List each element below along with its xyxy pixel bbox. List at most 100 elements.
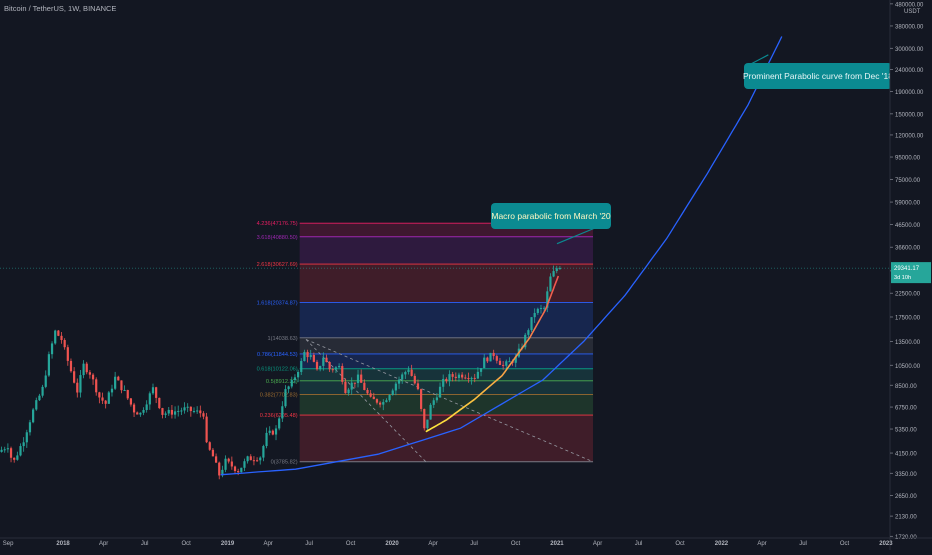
candle-body <box>438 386 442 398</box>
candle-body <box>530 317 533 331</box>
fib-level-label: 1.618(20374.87) <box>257 301 298 307</box>
fib-zone <box>299 394 594 416</box>
fib-level-label: 0.382(7702.83) <box>260 393 298 399</box>
callout-dec18-pointer <box>746 54 769 67</box>
x-tick-label: Jul <box>305 541 313 547</box>
candle-body <box>483 357 486 369</box>
y-tick-label: 3350.00 <box>895 472 917 478</box>
y-tick-label: 75000.00 <box>895 178 921 184</box>
candle-body <box>413 375 416 384</box>
candle-body <box>495 356 498 361</box>
x-tick-label: 2018 <box>56 541 70 547</box>
candle-body <box>54 330 57 344</box>
x-tick-label: 2021 <box>550 541 564 547</box>
x-tick-label: Apr <box>593 541 602 547</box>
candle-body <box>505 361 508 366</box>
candle-body <box>114 376 117 389</box>
y-tick-label: 22500.00 <box>895 292 921 298</box>
candle-body <box>148 393 151 405</box>
y-axis-unit: USDT <box>904 9 921 15</box>
candle-body <box>19 446 22 456</box>
candle-body <box>274 428 278 435</box>
current-price-label: 29341.17 <box>894 266 920 272</box>
candle-body <box>360 374 363 383</box>
candle-body <box>369 393 372 397</box>
fib-level-label: 2.618(30627.69) <box>257 262 298 268</box>
candle-body <box>281 406 284 419</box>
fib-zone <box>299 337 594 354</box>
candle-body <box>123 390 126 392</box>
candle-body <box>145 404 148 410</box>
candle-body <box>533 312 536 318</box>
candle-body <box>76 382 79 393</box>
candle-body <box>221 469 224 476</box>
candle-body <box>325 357 328 363</box>
y-tick-label: 8500.00 <box>895 384 917 390</box>
candle-body <box>476 371 480 379</box>
x-tick-label: Jul <box>635 541 643 547</box>
bar-countdown: 3d 10h <box>894 275 911 281</box>
fib-level-label: 0(3785.82) <box>271 460 298 466</box>
y-tick-label: 480000.00 <box>895 2 924 8</box>
candle-body <box>312 355 315 362</box>
candle-body <box>268 430 271 433</box>
candle-body <box>95 379 98 393</box>
candle-body <box>186 406 189 408</box>
candle-body <box>271 430 274 435</box>
candle-body <box>227 458 230 462</box>
candle-body <box>117 376 120 381</box>
candle-body <box>287 386 290 390</box>
x-tick-label: Jul <box>141 541 149 547</box>
candle-body <box>341 366 344 382</box>
x-tick-label: 2023 <box>879 541 893 547</box>
candle-body <box>151 387 155 394</box>
fib-zone <box>299 236 594 265</box>
candle-body <box>208 442 211 450</box>
candle-body <box>429 404 432 420</box>
candle-body <box>158 397 161 409</box>
candle-body <box>514 356 517 363</box>
callout-dec18-bubble <box>744 63 892 89</box>
x-tick-label: Apr <box>757 541 766 547</box>
candle-body <box>337 366 341 368</box>
candle-body <box>379 402 382 405</box>
candle-body <box>44 375 47 387</box>
y-tick-label: 59000.00 <box>895 201 921 207</box>
candle-body <box>344 381 347 394</box>
candle-body <box>28 422 32 433</box>
candle-body <box>492 352 495 357</box>
current-price-badge <box>891 262 931 284</box>
candle-body <box>155 387 158 398</box>
candle-body <box>451 374 454 377</box>
candle-body <box>110 388 114 393</box>
candle-body <box>233 466 237 472</box>
candle-body <box>375 399 379 403</box>
dashed-trend-line <box>305 339 427 463</box>
y-tick-label: 6750.00 <box>895 406 917 412</box>
candle-body <box>47 354 50 376</box>
candle-body <box>189 406 192 412</box>
x-tick-label: Apr <box>428 541 437 547</box>
candle-body <box>394 383 397 391</box>
y-tick-label: 10500.00 <box>895 364 921 370</box>
candle-body <box>464 377 467 379</box>
x-tick-label: 2022 <box>715 541 729 547</box>
candle-body <box>249 456 252 461</box>
candle-body <box>262 446 265 458</box>
candle-body <box>129 398 133 405</box>
x-tick-label: Jul <box>799 541 807 547</box>
candle-body <box>347 389 350 394</box>
symbol-title: Bitcoin / TetherUS, 1W, BINANCE <box>4 4 116 13</box>
candle-body <box>205 416 208 443</box>
x-tick-label: Sep <box>3 541 14 547</box>
candle-body <box>139 412 142 415</box>
fib-zone <box>299 380 594 395</box>
candle-body <box>284 389 287 407</box>
candle-body <box>85 363 88 373</box>
candle-body <box>334 367 338 370</box>
y-tick-label: 13500.00 <box>895 340 921 346</box>
candle-body <box>461 374 464 378</box>
candle-body <box>41 386 44 396</box>
